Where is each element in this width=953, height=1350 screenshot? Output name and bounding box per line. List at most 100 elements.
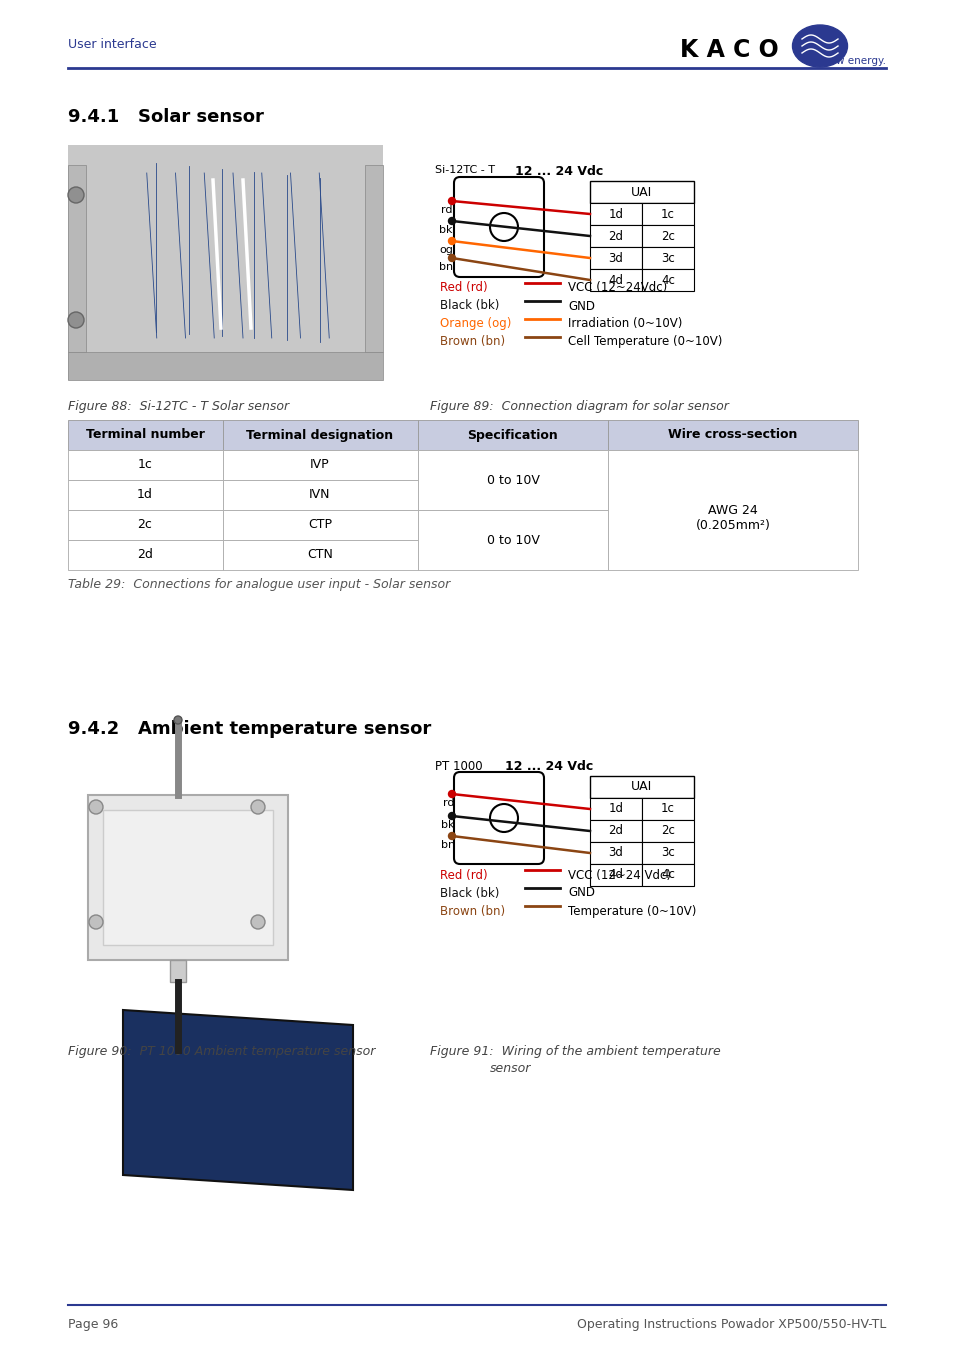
Bar xyxy=(589,819,641,842)
Text: 1d: 1d xyxy=(608,208,623,220)
Bar xyxy=(68,165,86,352)
Text: VCC (12~24 Vdc): VCC (12~24 Vdc) xyxy=(567,868,670,882)
Bar xyxy=(641,247,693,269)
Bar xyxy=(589,776,693,798)
Text: (0.205mm²): (0.205mm²) xyxy=(695,520,770,532)
Bar xyxy=(607,420,857,450)
Text: Temperature (0~10V): Temperature (0~10V) xyxy=(567,904,696,918)
Text: 9.4.1   Solar sensor: 9.4.1 Solar sensor xyxy=(68,108,264,126)
Text: CTP: CTP xyxy=(308,518,332,532)
Text: Specification: Specification xyxy=(467,428,558,441)
Circle shape xyxy=(448,197,455,204)
Text: 2d: 2d xyxy=(608,825,623,837)
Bar xyxy=(365,165,382,352)
Circle shape xyxy=(89,801,103,814)
Text: Cell Temperature (0~10V): Cell Temperature (0~10V) xyxy=(567,336,721,348)
Text: Red (rd): Red (rd) xyxy=(439,282,487,294)
Circle shape xyxy=(448,791,455,798)
Text: 0 to 10V: 0 to 10V xyxy=(486,533,538,547)
Text: |: | xyxy=(509,216,514,228)
Text: AWG 24: AWG 24 xyxy=(707,504,757,517)
Text: CTN: CTN xyxy=(307,548,333,562)
Text: Wire cross-section: Wire cross-section xyxy=(668,428,797,441)
Text: 3d: 3d xyxy=(608,846,622,860)
Text: rd: rd xyxy=(443,798,455,809)
Ellipse shape xyxy=(792,26,846,68)
Bar xyxy=(170,960,186,981)
Text: Figure 91:  Wiring of the ambient temperature: Figure 91: Wiring of the ambient tempera… xyxy=(430,1045,720,1058)
Text: 2d: 2d xyxy=(137,548,152,562)
Text: IVP: IVP xyxy=(310,459,330,471)
Bar xyxy=(641,269,693,292)
Text: Terminal designation: Terminal designation xyxy=(246,428,394,441)
Bar xyxy=(417,420,607,450)
Circle shape xyxy=(448,255,455,262)
Bar xyxy=(589,842,641,864)
Text: 12 ... 24 Vdc: 12 ... 24 Vdc xyxy=(515,165,602,178)
Text: UAI: UAI xyxy=(631,780,652,794)
FancyBboxPatch shape xyxy=(454,177,543,277)
Text: Black (bk): Black (bk) xyxy=(439,300,498,312)
Text: new energy.: new energy. xyxy=(822,55,885,66)
Text: Table 29:  Connections for analogue user input - Solar sensor: Table 29: Connections for analogue user … xyxy=(68,578,450,591)
Text: +: + xyxy=(497,806,510,821)
Circle shape xyxy=(490,805,517,832)
Text: Page 96: Page 96 xyxy=(68,1318,118,1331)
Circle shape xyxy=(448,813,455,819)
Text: 1c: 1c xyxy=(137,459,152,471)
Text: Black (bk): Black (bk) xyxy=(439,887,498,899)
Text: K A C O: K A C O xyxy=(679,38,778,62)
Circle shape xyxy=(89,915,103,929)
Bar xyxy=(223,540,417,570)
Text: Operating Instructions Powador XP500/550-HV-TL: Operating Instructions Powador XP500/550… xyxy=(576,1318,885,1331)
Text: PT 1000: PT 1000 xyxy=(435,760,482,774)
Circle shape xyxy=(251,801,265,814)
Text: Terminal number: Terminal number xyxy=(86,428,204,441)
Text: Figure 90:  PT 1000 Ambient temperature sensor: Figure 90: PT 1000 Ambient temperature s… xyxy=(68,1045,375,1058)
Text: 1c: 1c xyxy=(660,208,674,220)
Text: bk: bk xyxy=(441,819,455,830)
Bar xyxy=(641,202,693,225)
Text: Figure 89:  Connection diagram for solar sensor: Figure 89: Connection diagram for solar … xyxy=(430,400,728,413)
Text: +: + xyxy=(497,215,510,230)
Text: bn: bn xyxy=(440,840,455,850)
Text: UAI: UAI xyxy=(631,185,652,198)
Text: 2c: 2c xyxy=(137,518,152,532)
Bar xyxy=(589,247,641,269)
Text: Figure 88:  Si-12TC - T Solar sensor: Figure 88: Si-12TC - T Solar sensor xyxy=(68,400,289,413)
Text: 4d: 4d xyxy=(608,274,623,286)
Text: 1c: 1c xyxy=(660,802,674,815)
Polygon shape xyxy=(123,1010,353,1189)
Bar xyxy=(641,819,693,842)
Bar xyxy=(223,510,417,540)
Text: GND: GND xyxy=(567,300,595,312)
Text: GND: GND xyxy=(567,887,595,899)
Circle shape xyxy=(68,188,84,202)
Bar xyxy=(589,269,641,292)
Text: Orange (og): Orange (og) xyxy=(439,317,511,331)
Bar xyxy=(68,420,223,450)
Bar xyxy=(607,450,857,570)
Text: 9.4.2   Ambient temperature sensor: 9.4.2 Ambient temperature sensor xyxy=(68,720,431,738)
Bar xyxy=(223,420,417,450)
Text: sensor: sensor xyxy=(490,1062,531,1075)
Circle shape xyxy=(490,213,517,242)
Text: 0 to 10V: 0 to 10V xyxy=(486,474,538,486)
Text: User interface: User interface xyxy=(68,38,156,51)
Bar xyxy=(68,540,223,570)
Text: Si-12TC - T: Si-12TC - T xyxy=(435,165,495,176)
Text: 3c: 3c xyxy=(660,251,674,265)
Text: 4c: 4c xyxy=(660,274,674,286)
Bar xyxy=(589,798,641,819)
FancyBboxPatch shape xyxy=(454,772,543,864)
Text: 2c: 2c xyxy=(660,825,674,837)
Text: Irradiation (0~10V): Irradiation (0~10V) xyxy=(567,317,681,331)
Bar xyxy=(223,450,417,481)
Bar xyxy=(68,450,223,481)
Bar xyxy=(589,181,693,202)
Text: 4c: 4c xyxy=(660,868,674,882)
Text: 3c: 3c xyxy=(660,846,674,860)
Text: Red (rd): Red (rd) xyxy=(439,868,487,882)
Bar xyxy=(103,810,273,945)
Text: rd: rd xyxy=(441,205,453,215)
